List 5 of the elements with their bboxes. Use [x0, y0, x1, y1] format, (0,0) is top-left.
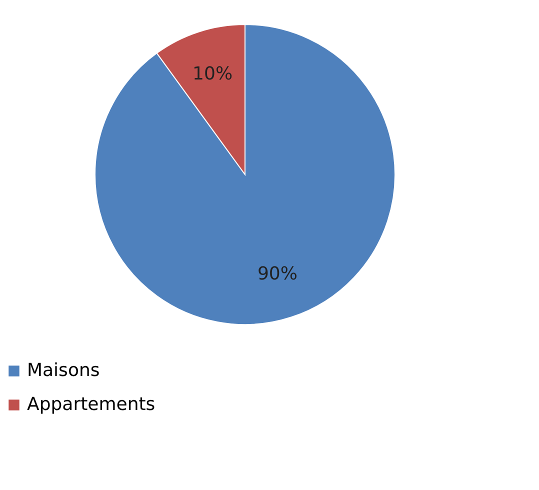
data-label: 90% [257, 263, 298, 284]
pie-slice [94, 24, 396, 325]
data-label: 10% [192, 64, 233, 85]
legend-label: Appartements [27, 394, 156, 415]
legend-label: Maisons [27, 360, 100, 381]
